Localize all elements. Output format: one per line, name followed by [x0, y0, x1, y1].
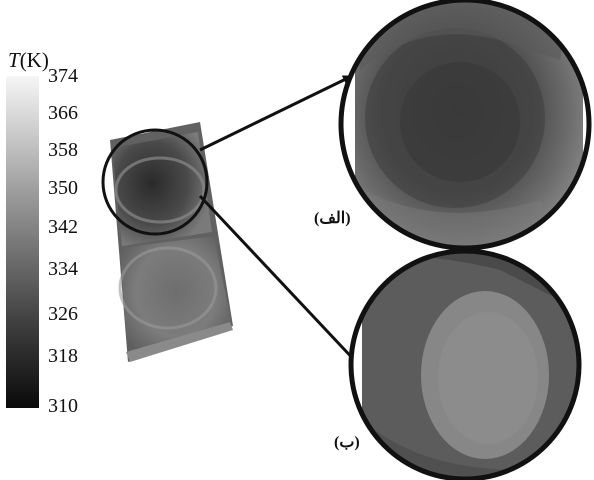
colorbar-tick-310: 310	[48, 395, 78, 417]
colorbar-tick-358: 358	[48, 139, 78, 161]
colorbar-title-symbol: T	[8, 48, 20, 72]
colorbar-tick-374: 374	[48, 65, 78, 87]
colorbar-tick-350: 350	[48, 177, 78, 199]
sample-strip	[110, 122, 233, 362]
colorbar-tick-334: 334	[48, 258, 78, 280]
zoom-panel-b	[348, 248, 582, 480]
colorbar-title-unit: (K)	[19, 48, 49, 72]
colorbar-tick-318: 318	[48, 345, 78, 367]
selection-circle	[101, 128, 209, 236]
panel-b-label: (ب)	[334, 434, 360, 451]
colorbar-title: T(K)	[8, 48, 49, 73]
arrow-to-panel-b	[198, 194, 360, 366]
panel-a-label: (الف)	[314, 210, 351, 227]
temperature-colorbar	[6, 76, 39, 408]
colorbar-tick-366: 366	[48, 102, 78, 124]
zoom-panel-a	[338, 0, 592, 251]
colorbar-tick-326: 326	[48, 303, 78, 325]
arrow-to-panel-a	[199, 74, 353, 152]
colorbar-tick-342: 342	[48, 216, 78, 238]
